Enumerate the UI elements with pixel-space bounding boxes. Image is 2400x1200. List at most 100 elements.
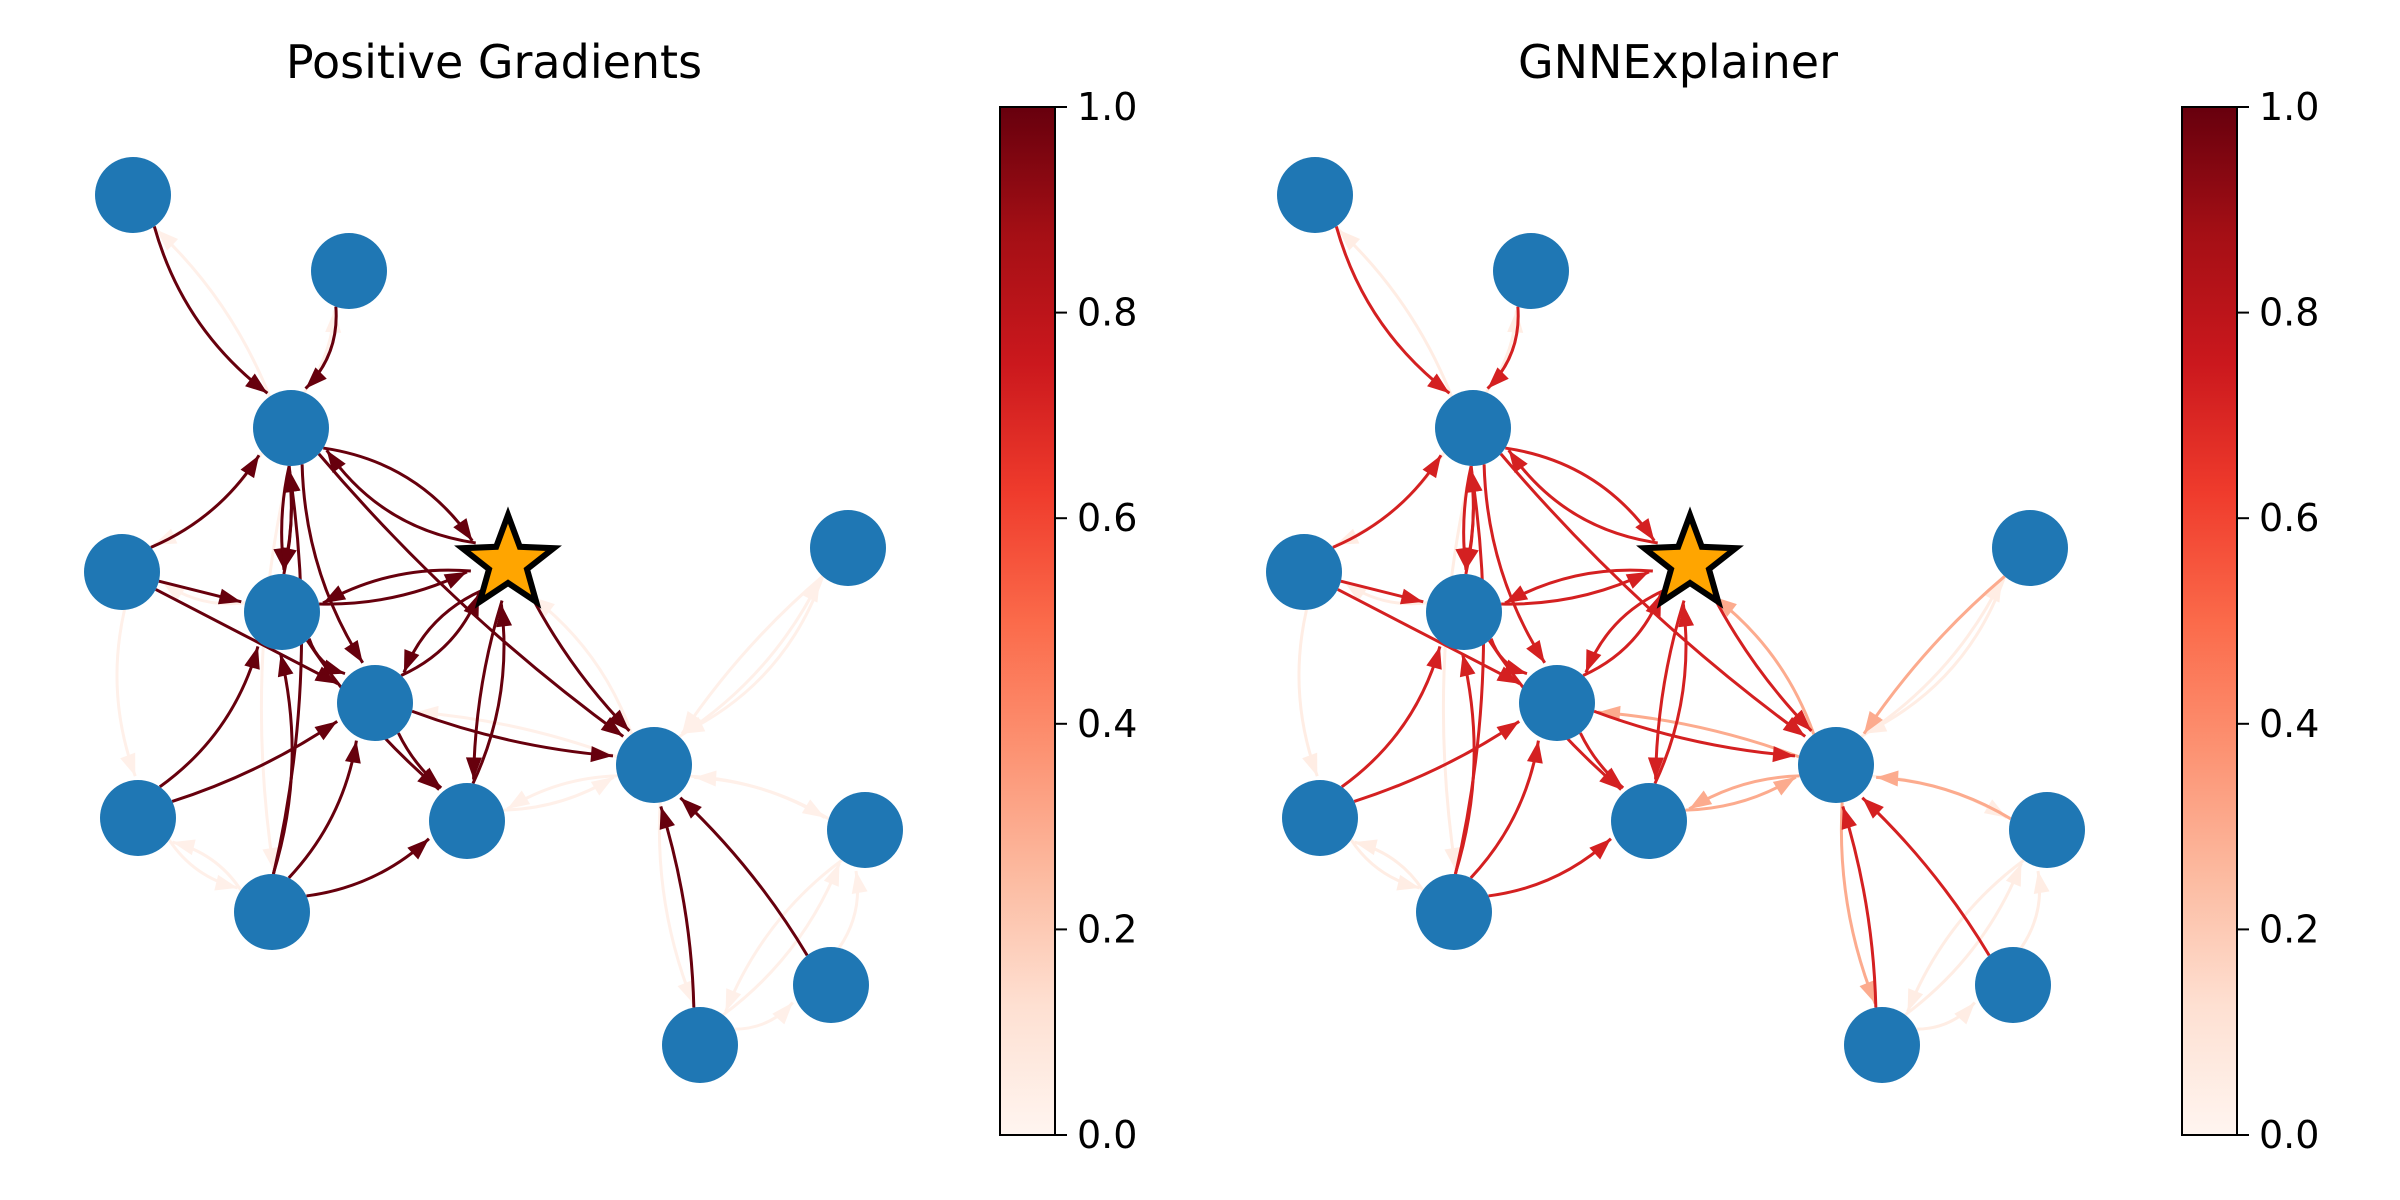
graph-edge-arrowhead [1689, 790, 1713, 809]
graph-edge [171, 720, 339, 803]
graph-edge-arrowhead [325, 310, 342, 333]
graph-edge-arrowhead [694, 770, 717, 787]
graph-edge-arrowhead [1427, 373, 1450, 394]
graph-node [100, 780, 176, 856]
colorbar-tick-label: 0.4 [2259, 702, 2319, 746]
graph-edge-arrowhead [772, 1002, 793, 1025]
colorbar-gradient [999, 106, 1056, 1136]
graph-edge [1839, 802, 1877, 1005]
graph-edge-arrowhead [281, 546, 297, 571]
graph-nodes [84, 157, 903, 1083]
graph-edge-arrowhead [1526, 639, 1545, 663]
graph-node [1416, 874, 1492, 950]
graph-edge [679, 796, 809, 957]
graph-node [616, 727, 692, 803]
graph-edge [402, 589, 483, 674]
graph-edge-arrowhead [214, 874, 238, 891]
graph-edge [152, 226, 269, 395]
graph-edge [411, 709, 614, 758]
graph-edge-arrowhead [1907, 988, 1924, 1012]
graph-node [827, 792, 903, 868]
graph-edge [400, 592, 481, 677]
graph-node [253, 390, 329, 466]
graph-node [1277, 157, 1353, 233]
colorbar-tick-label: 0.6 [1077, 496, 1137, 540]
graph-edge-arrowhead [153, 528, 178, 545]
graph-edge-arrowhead [1772, 746, 1796, 763]
graph-edge-arrowhead [1354, 839, 1378, 856]
graph-edge-arrowhead [600, 717, 624, 737]
graph-edge-arrowhead [659, 806, 675, 830]
graph-edge-arrowhead [1859, 980, 1876, 1004]
graph-edge-arrowhead [172, 839, 196, 856]
graph-node [1282, 780, 1358, 856]
graph-edge [323, 446, 474, 542]
graph-node [662, 1007, 738, 1083]
graph-edge-arrowhead [1459, 653, 1476, 678]
graph-edge [1505, 446, 1656, 542]
graph-edge [172, 840, 243, 892]
colorbar-tick-label: 0.6 [2259, 496, 2319, 540]
graph-edge [1841, 805, 1878, 1008]
graph-edge-arrowhead [407, 838, 429, 860]
graph-edge-arrowhead [803, 579, 821, 603]
graph-node [1798, 727, 1874, 803]
graph-edge-arrowhead [1487, 367, 1509, 389]
graph-edge-arrowhead [1463, 546, 1479, 571]
graph-node [95, 157, 171, 233]
graph-edge [678, 578, 822, 738]
graph-edge-arrowhead [240, 455, 260, 479]
graph-edge-arrowhead [681, 710, 701, 734]
graph-edge-arrowhead [851, 871, 868, 895]
graph-edge-arrowhead [323, 585, 347, 604]
graph-nodes [1266, 157, 2085, 1083]
graph-node [244, 574, 320, 650]
graph-node [1992, 510, 2068, 586]
graph-edge [1860, 578, 2004, 738]
graph-edge [681, 575, 825, 736]
graph-edge [1454, 469, 1486, 875]
panel-title: GNNExplainer [1518, 35, 1838, 89]
graph-edge-arrowhead [1635, 518, 1655, 541]
graph-edge [680, 575, 824, 735]
graph-edge [1597, 710, 1800, 759]
graph-node [1844, 1007, 1920, 1083]
graph-edge [155, 588, 339, 686]
graph-edge [415, 710, 618, 759]
graph-edge-arrowhead [507, 790, 531, 809]
graph-edge [155, 228, 272, 398]
graph-edge [167, 838, 238, 890]
graph-edge [1653, 604, 1688, 785]
graph-edge-arrowhead [2005, 863, 2022, 887]
graph-edge [471, 604, 506, 785]
graph-node [84, 534, 160, 610]
graph-edge [1354, 840, 1425, 892]
graph-edge [115, 609, 137, 777]
graph-edge-arrowhead [305, 367, 327, 389]
graph-edge-arrowhead [245, 373, 268, 394]
graph-node [234, 874, 310, 950]
graph-edge [325, 449, 476, 545]
graph-edge-arrowhead [1790, 709, 1812, 731]
graph-node [1426, 574, 1502, 650]
colorbar: 0.0 0.2 0.4 0.6 0.8 1.0 [999, 85, 1137, 1157]
graph-edge [1482, 464, 1546, 664]
graph-edge-arrowhead [314, 721, 338, 741]
graph-edge-arrowhead [1505, 585, 1529, 604]
graph-edge-arrowhead [463, 593, 480, 617]
graph-edge-arrowhead [1496, 721, 1520, 741]
graph-edge-arrowhead [1625, 571, 1649, 589]
graph-edges [1297, 226, 2050, 1031]
panel-positive-gradients: Positive Gradients 0.0 0.2 0.4 0.6 0.8 1.0 [84, 35, 1137, 1157]
graph-edge-arrowhead [1863, 710, 1883, 734]
graph-edge-arrowhead [1862, 797, 1884, 819]
graph-edge-arrowhead [680, 797, 702, 819]
graph-edge [272, 469, 304, 875]
graph-edge-arrowhead [284, 469, 301, 493]
graph-edge [1906, 858, 2025, 1013]
graph-edge [1334, 226, 1451, 395]
graph-edge [1507, 449, 1658, 545]
graph-node [337, 665, 413, 741]
graph-edge [1863, 575, 2007, 736]
graph-edge [271, 653, 294, 875]
